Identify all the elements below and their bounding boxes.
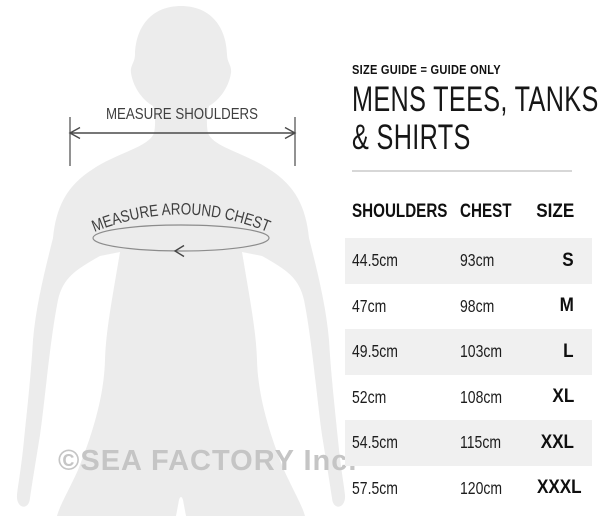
table-row: 47cm 98cm M xyxy=(345,284,592,330)
cell-size: M xyxy=(559,295,574,317)
size-guide-note: SIZE GUIDE = GUIDE ONLY xyxy=(352,62,501,77)
column-header-size: SIZE xyxy=(536,200,575,222)
cell-shoulders: 47cm xyxy=(352,295,387,316)
measurement-diagram: MEASURE SHOULDERS MEASURE AROUND CHEST xyxy=(16,6,346,516)
cell-size: XXL xyxy=(540,431,574,453)
watermark: ©SEA FACTORY Inc. xyxy=(58,445,358,477)
cell-shoulders: 52cm xyxy=(352,386,387,407)
cell-chest: 93cm xyxy=(460,250,495,271)
table-row: 44.5cm 93cm S xyxy=(345,238,592,284)
shoulders-measure-label: MEASURE SHOULDERS xyxy=(106,106,258,123)
body-silhouette xyxy=(16,6,346,516)
page-title-line2: & SHIRTS xyxy=(352,118,471,157)
cell-chest: 98cm xyxy=(460,295,495,316)
table-row: 57.5cm 120cm XXXL xyxy=(345,466,592,512)
table-row: 49.5cm 103cm L xyxy=(345,329,592,375)
cell-shoulders: 44.5cm xyxy=(352,250,398,271)
cell-shoulders: 54.5cm xyxy=(352,432,398,453)
cell-size: L xyxy=(563,340,574,362)
cell-chest: 115cm xyxy=(460,432,501,453)
table-row: 54.5cm 115cm XXL xyxy=(345,420,592,466)
shoulders-measure-arrow xyxy=(68,117,297,166)
cell-shoulders: 57.5cm xyxy=(352,477,398,498)
cell-size: S xyxy=(562,249,574,271)
chest-tape-arrow xyxy=(173,244,185,258)
table-row: 52cm 108cm XL xyxy=(345,375,592,421)
cell-chest: 108cm xyxy=(460,386,503,407)
cell-size: XXXL xyxy=(536,477,582,499)
size-table: SHOULDERS CHEST SIZE 44.5cm 93cm S 47cm … xyxy=(345,185,592,511)
page-title: MENS TEES, TANKS & SHIRTS xyxy=(352,81,599,157)
cell-shoulders: 49.5cm xyxy=(352,341,398,362)
table-header-row: SHOULDERS CHEST SIZE xyxy=(345,185,592,238)
cell-chest: 103cm xyxy=(460,341,503,362)
cell-chest: 120cm xyxy=(460,477,503,498)
page-title-line1: MENS TEES, TANKS xyxy=(352,80,599,119)
cell-size: XL xyxy=(552,386,574,408)
column-header-shoulders: SHOULDERS xyxy=(352,200,448,222)
chest-tape-ellipse xyxy=(92,224,270,252)
column-header-chest: CHEST xyxy=(460,200,512,222)
divider xyxy=(352,170,572,172)
